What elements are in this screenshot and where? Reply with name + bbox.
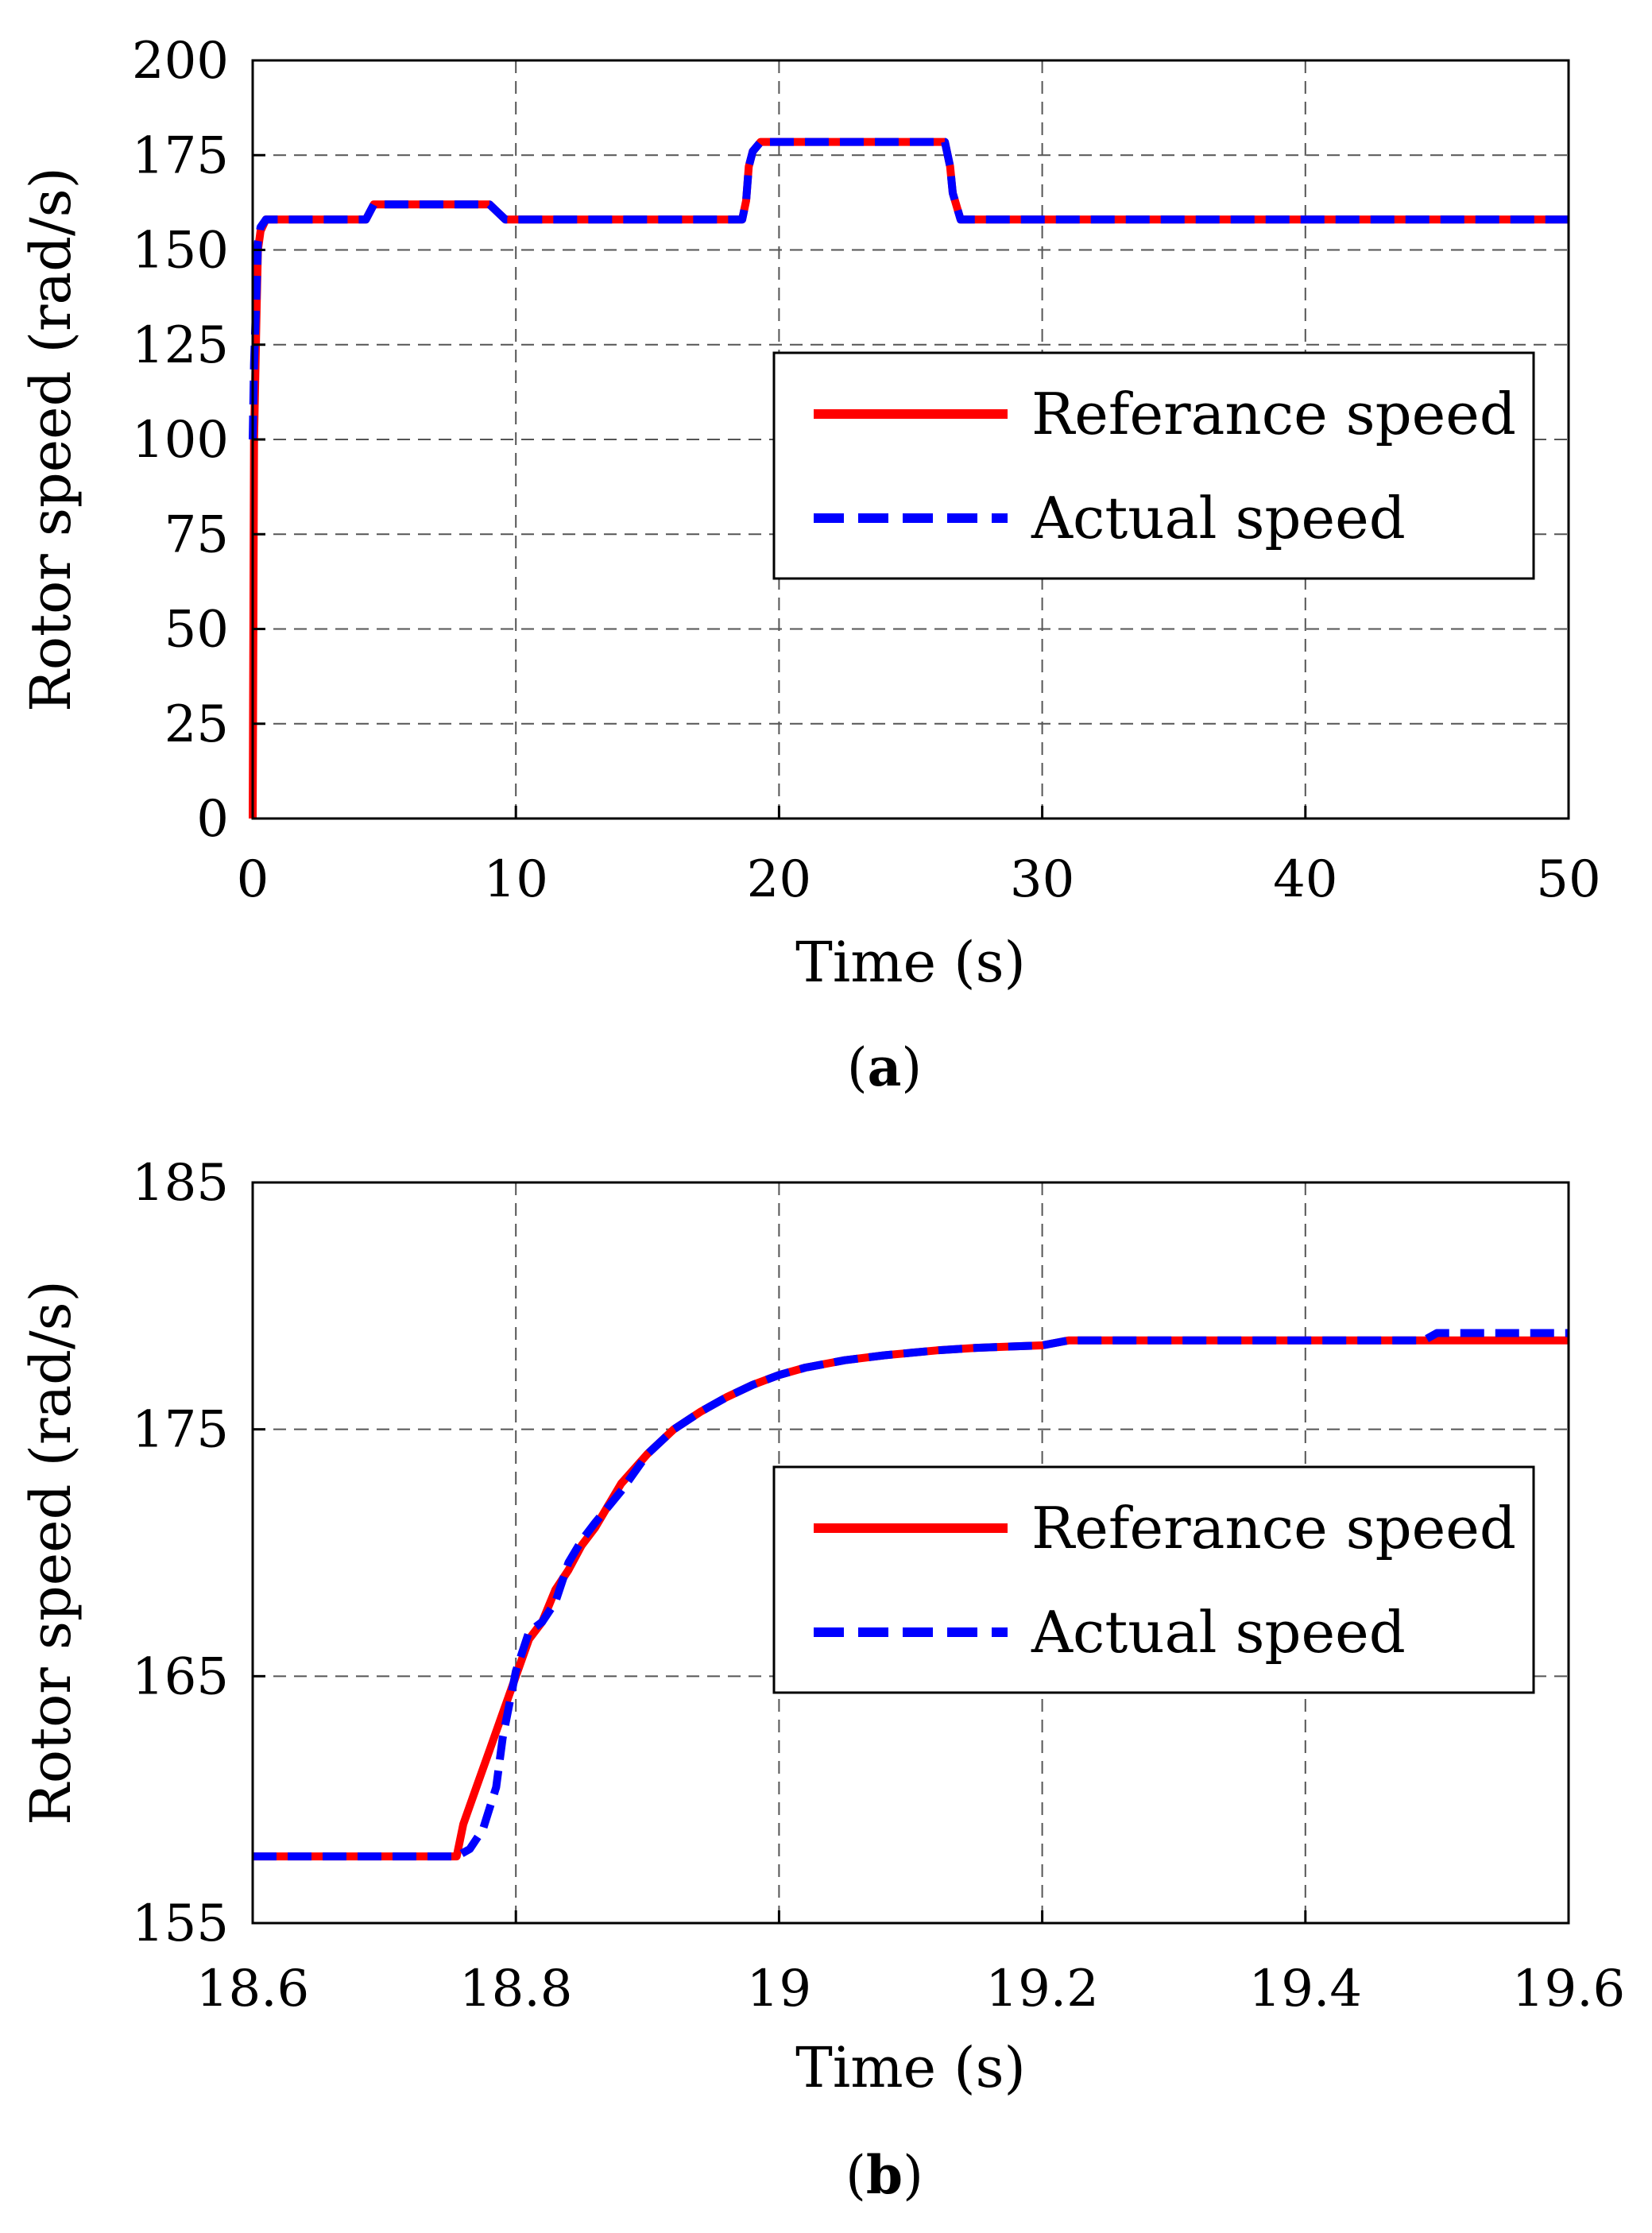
y-tick-label: 155 [132,1894,229,1953]
x-tick-label: 19.6 [1512,1960,1626,2018]
y-tick-label: 150 [132,222,229,281]
y-tick-label: 25 [164,695,229,754]
panel-a-y-axis-label: Rotor speed (rad/s) [18,167,83,712]
panel-b-legend: Referance speed Actual speed [772,1465,1535,1694]
x-tick-label: 0 [237,850,269,909]
x-tick-label: 30 [1010,850,1074,909]
y-tick-label: 200 [132,32,229,91]
panel-a-legend: Referance speed Actual speed [772,351,1535,580]
panel-b-x-ticks: 18.6 18.8 19 19.2 19.4 19.6 [196,1910,1626,2018]
panel-b-y-axis-label: Rotor speed (rad/s) [18,1280,83,1825]
panel-b: 18.6 18.8 19 19.2 19.4 19.6 155 165 175 185 Time… [18,1154,1625,2206]
panel-a-caption: (a) [847,1036,922,1098]
panel-a-series-actual-speed-line [249,137,1569,440]
panel-b-series [253,1329,1569,1861]
y-tick-label: 175 [132,126,229,185]
panel-b-y-ticks: 155 165 175 185 [132,1154,265,1953]
y-tick-label: 75 [164,505,229,564]
y-tick-label: 175 [132,1401,229,1460]
x-tick-label: 18.8 [459,1960,573,2018]
panel-a-x-axis-label: Time (s) [795,930,1026,995]
panel-a: 0 10 20 30 40 50 0 25 50 75 100 125 150 175 200 Time … [18,32,1601,1098]
panel-b-legend-box [772,1465,1535,1694]
panel-a-y-ticks: 0 25 50 75 100 125 150 175 200 [132,32,265,849]
legend-label-actual-speed: Actual speed [1031,1599,1406,1666]
legend-label-reference-speed: Referance speed [1031,381,1516,447]
x-tick-label: 10 [483,850,547,909]
x-tick-label: 19.2 [985,1960,1099,2018]
x-tick-label: 20 [747,850,811,909]
x-tick-label: 19 [747,1960,811,2018]
panel-a-x-ticks: 0 10 20 30 40 50 [237,806,1601,909]
y-tick-label: 185 [132,1154,229,1213]
x-tick-label: 40 [1273,850,1337,909]
panel-a-legend-box [772,351,1535,580]
y-tick-label: 100 [132,411,229,470]
y-tick-label: 125 [132,316,229,375]
x-tick-label: 18.6 [196,1960,310,2018]
panel-b-x-axis-label: Time (s) [795,2035,1026,2100]
y-tick-label: 50 [164,601,229,660]
panel-b-caption: (b) [845,2144,923,2206]
panel-b-series-actual-speed-line [253,1329,1569,1861]
panel-b-plot-frame [251,1181,1570,1925]
y-tick-label: 165 [132,1647,229,1706]
y-tick-label: 0 [196,790,229,849]
x-tick-label: 50 [1536,850,1600,909]
x-tick-label: 19.4 [1249,1960,1363,2018]
legend-label-reference-speed: Referance speed [1031,1495,1516,1562]
panel-a-series [249,137,1569,819]
legend-label-actual-speed: Actual speed [1031,485,1406,551]
